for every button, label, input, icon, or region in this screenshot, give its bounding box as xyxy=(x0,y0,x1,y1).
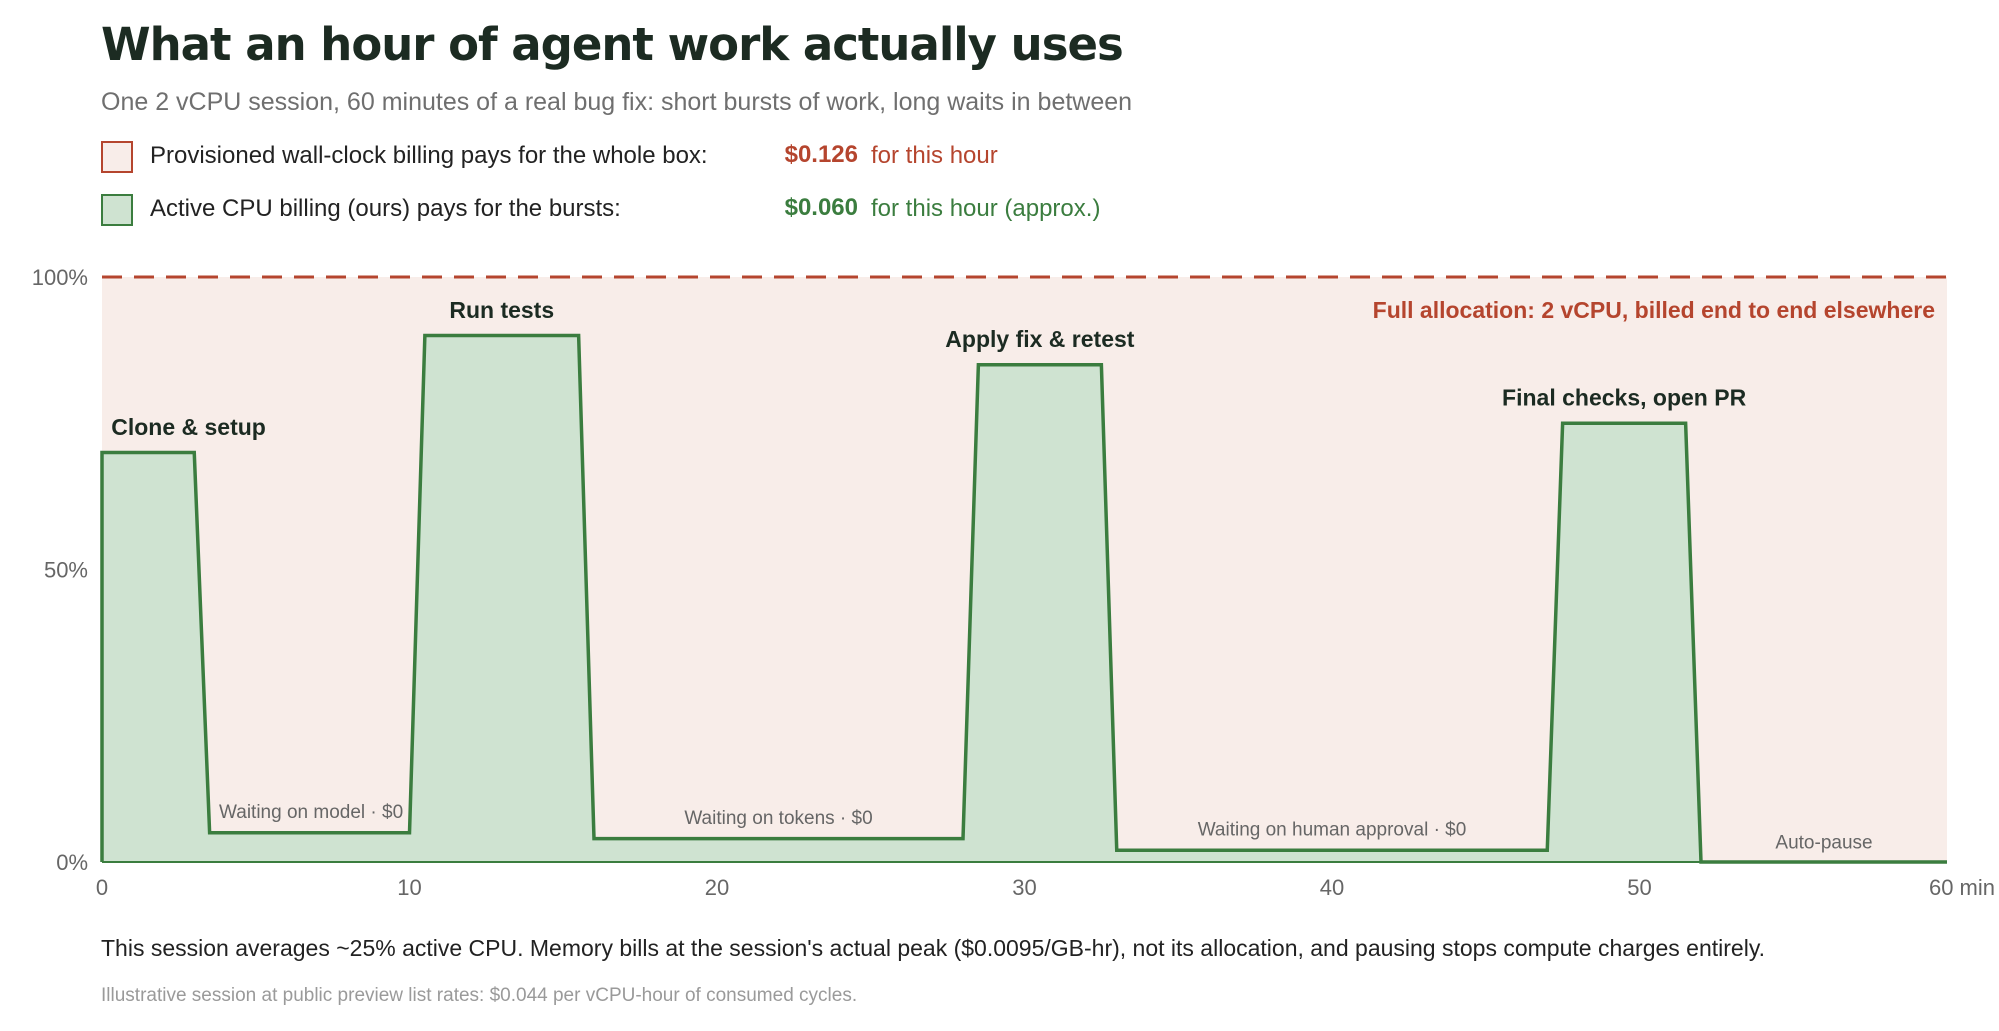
x-tick-label: 60 min xyxy=(1929,875,1995,900)
burst-label: Apply fix & retest xyxy=(945,326,1134,352)
y-tick-label: 100% xyxy=(32,265,88,290)
burst-label: Run tests xyxy=(449,297,554,323)
chart-title: What an hour of agent work actually uses xyxy=(101,18,1124,71)
chart-source-note: Illustrative session at public preview l… xyxy=(101,985,858,1006)
legend-note-active-cpu: for this hour (approx.) xyxy=(871,195,1101,222)
y-tick-label: 50% xyxy=(44,558,88,583)
x-tick-label: 50 xyxy=(1627,875,1651,900)
legend-note-provisioned: for this hour xyxy=(871,142,998,169)
legend-swatch-active-cpu xyxy=(101,194,133,226)
allocation-label: Full allocation: 2 vCPU, billed end to e… xyxy=(1373,297,1935,323)
wait-label: Waiting on model · $0 xyxy=(219,802,403,823)
wait-label: Auto-pause xyxy=(1775,833,1872,854)
y-tick-label: 0% xyxy=(56,850,88,875)
burst-label: Final checks, open PR xyxy=(1502,385,1747,411)
x-tick-label: 20 xyxy=(705,875,729,900)
chart-subtitle: One 2 vCPU session, 60 minutes of a real… xyxy=(101,88,1133,116)
legend-price-active-cpu: $0.060 xyxy=(784,194,858,221)
x-tick-label: 10 xyxy=(397,875,421,900)
series-area-0 xyxy=(102,335,1947,862)
legend-item-provisioned: Provisioned wall-clock billing pays for … xyxy=(101,139,1201,175)
burst-label: Clone & setup xyxy=(111,414,266,440)
wait-label: Waiting on tokens · $0 xyxy=(684,808,872,829)
x-tick-label: 0 xyxy=(96,875,108,900)
wait-label: Waiting on human approval · $0 xyxy=(1198,820,1467,841)
legend-swatch-provisioned xyxy=(101,141,133,173)
chart-footnote: This session averages ~25% active CPU. M… xyxy=(101,935,1765,961)
x-tick-label: 30 xyxy=(1012,875,1036,900)
x-tick-label: 40 xyxy=(1320,875,1344,900)
legend-label-active-cpu: Active CPU billing (ours) pays for the b… xyxy=(150,195,621,222)
series-line-0 xyxy=(100,333,1947,864)
legend-price-provisioned: $0.126 xyxy=(784,141,858,168)
legend-label-provisioned: Provisioned wall-clock billing pays for … xyxy=(150,142,708,169)
legend-item-active-cpu: Active CPU billing (ours) pays for the b… xyxy=(101,192,1201,228)
